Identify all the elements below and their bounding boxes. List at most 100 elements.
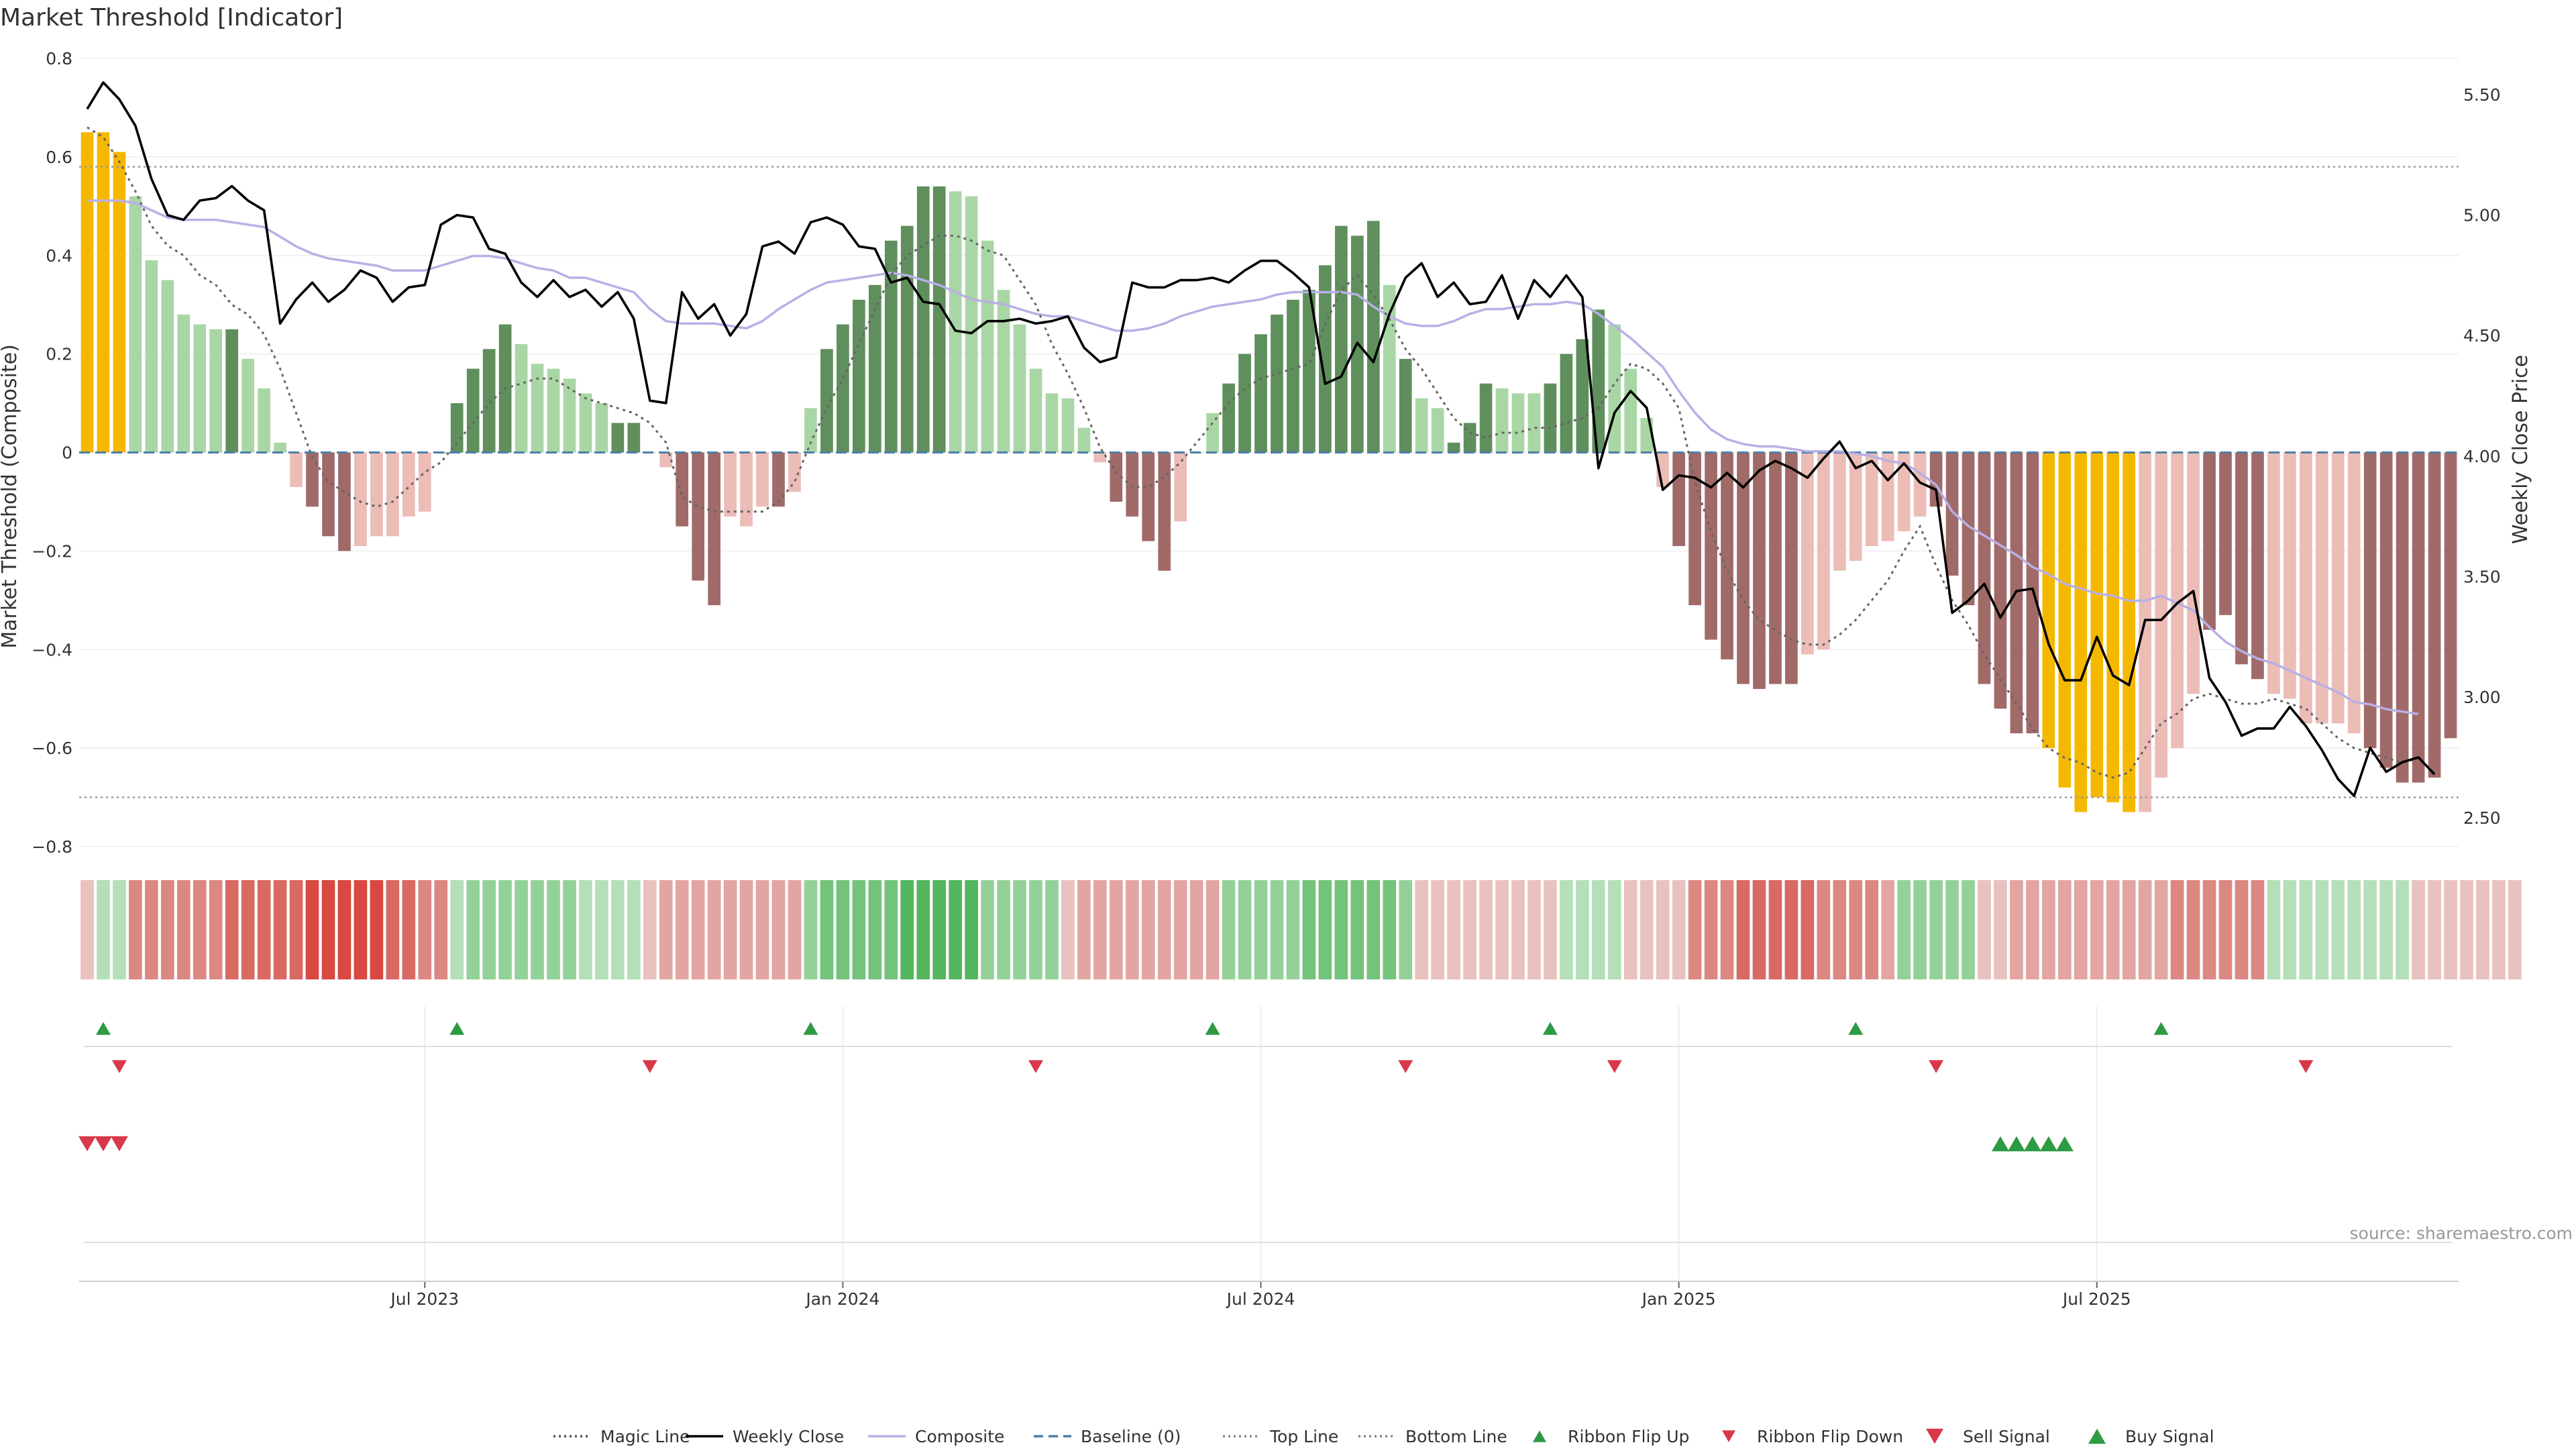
ribbon-cell	[97, 880, 110, 979]
left-tick-label: 0.6	[46, 148, 72, 167]
composite-bar	[2058, 452, 2072, 788]
ribbon-cell	[1302, 880, 1316, 979]
composite-bar	[274, 442, 286, 453]
ribbon-cell	[2122, 880, 2136, 979]
ribbon-cell	[771, 880, 786, 979]
ribbon-cell	[2154, 880, 2168, 979]
composite-bar	[1093, 452, 1107, 463]
composite-bar	[80, 132, 94, 453]
ribbon-cell	[289, 880, 303, 979]
ribbon-cell	[2363, 880, 2377, 979]
composite-bar	[306, 452, 319, 507]
weekly-close-line	[86, 81, 2436, 798]
left-tick-label: −0.6	[32, 739, 72, 758]
ribbon-cell	[1125, 880, 1139, 979]
legend-label: Baseline (0)	[1081, 1427, 1181, 1446]
ribbon-cell	[145, 880, 158, 979]
composite-bar	[2412, 452, 2425, 783]
ribbon-cell	[932, 880, 947, 979]
legend-item: Baseline (0)	[1034, 1427, 1181, 1446]
composite-bar	[1110, 452, 1123, 502]
ribbon-cell	[1672, 880, 1686, 979]
legend-label: Composite	[915, 1427, 1004, 1446]
legend-marker	[1533, 1430, 1546, 1442]
ribbon-cell	[1623, 880, 1638, 979]
x-tick-label: Jul 2024	[1226, 1289, 1295, 1309]
ribbon-cell	[627, 880, 641, 979]
composite-bar	[1303, 290, 1316, 453]
ribbon-cell	[113, 880, 126, 979]
ribbon-cell	[2074, 880, 2088, 979]
ribbon-flip-up-marker	[1848, 1022, 1864, 1035]
ribbon-cell	[595, 880, 608, 979]
ribbon-cell	[1656, 880, 1670, 979]
left-tick-label: −0.8	[32, 837, 72, 857]
composite-bar	[853, 299, 865, 453]
composite-bar	[2139, 452, 2152, 812]
legend-marker	[1722, 1430, 1735, 1442]
composite-bar	[2106, 452, 2120, 802]
left-tick-label: 0.2	[46, 345, 72, 364]
composite-bar	[1945, 452, 1959, 576]
composite-bar	[1737, 452, 1750, 684]
ribbon-cell	[418, 880, 432, 979]
right-tick-label: 5.50	[2463, 85, 2501, 105]
left-tick-label: 0.8	[46, 49, 72, 68]
composite-bar	[932, 186, 946, 453]
composite-bar	[981, 240, 994, 453]
legend-label: Top Line	[1269, 1427, 1338, 1446]
buy-signal-marker	[2007, 1136, 2025, 1152]
ribbon-cell	[1463, 880, 1477, 979]
magic-line	[87, 126, 2419, 779]
composite-bar	[2379, 452, 2393, 768]
legend-item: Sell Signal	[1926, 1427, 2050, 1446]
composite-bar	[1431, 408, 1444, 453]
ribbon-cell	[2251, 880, 2265, 979]
ribbon-cell	[257, 880, 271, 979]
composite-bar	[1817, 452, 1830, 650]
composite-bar	[290, 452, 303, 487]
composite-bar	[2251, 452, 2264, 680]
left-tick-label: −0.4	[32, 640, 72, 659]
right-axis-title: Weekly Close Price	[2509, 355, 2532, 544]
composite-bar	[2315, 452, 2328, 724]
composite-bar	[1849, 452, 1862, 561]
composite-bar	[676, 452, 689, 527]
composite-bar	[595, 403, 608, 453]
ribbon-cell	[981, 880, 994, 979]
composite-bar	[531, 364, 544, 453]
composite-bar	[225, 329, 239, 453]
ribbon-cell	[1962, 880, 1975, 979]
composite-bar	[804, 408, 817, 453]
composite-bar	[1447, 442, 1460, 453]
ribbon-flip-up-marker	[2153, 1022, 2169, 1035]
ribbon-cell	[1897, 880, 1911, 979]
ribbon-cell	[434, 880, 448, 979]
composite-bar	[1335, 225, 1348, 453]
ribbon-cell	[1399, 880, 1413, 979]
ribbon-cell	[1479, 880, 1493, 979]
composite-bar	[1077, 427, 1091, 453]
composite-bar	[1495, 388, 1509, 453]
ribbon-cell	[691, 880, 705, 979]
composite-bar	[1527, 393, 1541, 453]
composite-bar	[2363, 452, 2377, 749]
composite-bar	[916, 186, 930, 453]
ribbon-cell	[515, 880, 528, 979]
composite-bar	[1013, 324, 1026, 453]
ribbon-cell	[1801, 880, 1815, 979]
ribbon-cell	[2299, 880, 2313, 979]
ribbon-cell	[707, 880, 721, 979]
composite-bar	[1399, 358, 1412, 453]
composite-bar	[386, 452, 399, 537]
left-tick-label: 0	[62, 443, 72, 463]
ribbon-cell	[2042, 880, 2055, 979]
x-tick-label: Jan 2024	[804, 1289, 879, 1309]
x-tick-label: Jul 2023	[389, 1289, 459, 1309]
composite-bar	[1158, 452, 1171, 571]
composite-bar	[2299, 452, 2312, 724]
ribbon-cell	[2106, 880, 2120, 979]
legend-item: Magic Line	[553, 1427, 690, 1446]
composite-bar	[241, 358, 254, 453]
ribbon-cell	[1013, 880, 1026, 979]
